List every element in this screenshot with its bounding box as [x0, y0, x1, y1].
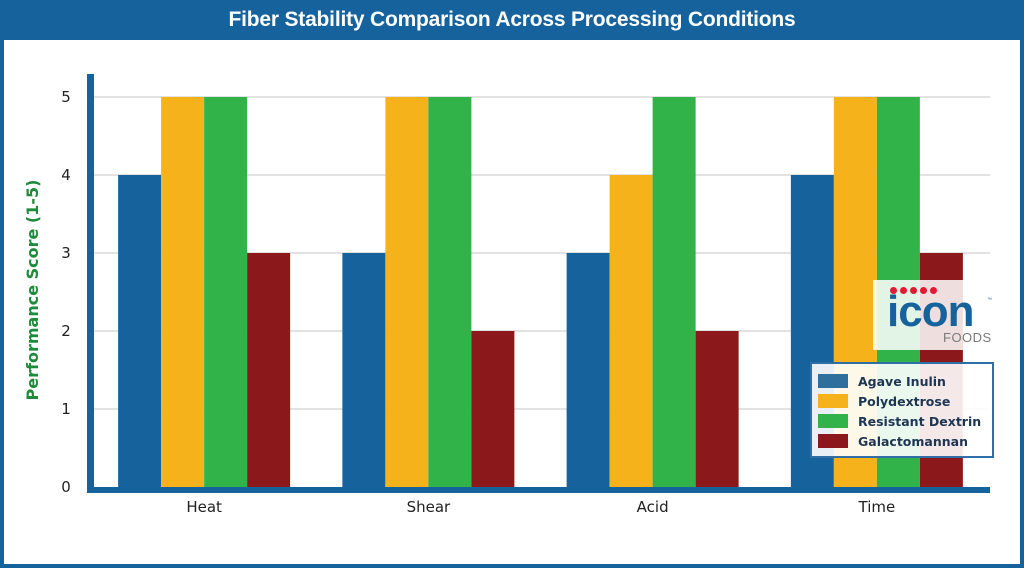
legend-item: Galactomannan: [818, 431, 986, 451]
x-tick-label: Time: [858, 498, 896, 516]
legend-item: Resistant Dextrin: [818, 411, 986, 431]
bar: [471, 331, 515, 487]
logo-wordmark: icon: [887, 287, 974, 336]
legend-label: Resistant Dextrin: [858, 413, 982, 429]
y-tick-label: 4: [61, 166, 71, 184]
legend-swatch: [818, 414, 848, 428]
y-tick-label: 5: [61, 88, 71, 106]
legend-label: Polydextrose: [858, 393, 951, 409]
bar: [342, 253, 386, 487]
x-axis-line: [87, 487, 990, 493]
bar: [428, 97, 472, 487]
legend-swatch: [818, 394, 848, 408]
legend-item: Agave Inulin: [818, 371, 986, 391]
legend-swatch: [818, 434, 848, 448]
legend-label: Galactomannan: [858, 433, 968, 449]
bar: [118, 175, 162, 487]
chart-title: Fiber Stability Comparison Across Proces…: [228, 8, 796, 31]
y-axis-line: [87, 74, 94, 493]
icon-foods-logo: icon ™ FOODS: [873, 280, 997, 350]
logo-trademark: ™: [987, 297, 992, 303]
bar: [204, 97, 248, 487]
bar: [161, 97, 205, 487]
x-tick-label: Heat: [186, 498, 222, 516]
y-tick-label: 2: [61, 322, 71, 340]
y-tick-label: 0: [61, 478, 71, 496]
bar: [652, 97, 696, 487]
y-tick-label: 1: [61, 400, 71, 418]
bar: [609, 175, 653, 487]
y-tick-label: 3: [61, 244, 71, 262]
legend-label: Agave Inulin: [858, 373, 946, 389]
title-bar: Fiber Stability Comparison Across Proces…: [0, 0, 1024, 40]
bar: [247, 253, 291, 487]
x-tick-label: Shear: [407, 498, 451, 516]
legend-swatch: [818, 374, 848, 388]
legend: Agave Inulin Polydextrose Resistant Dext…: [810, 362, 994, 458]
legend-item: Polydextrose: [818, 391, 986, 411]
tick-labels: 0 1 2 3 4 5 Heat Shear Acid Time: [61, 88, 895, 516]
x-tick-label: Acid: [637, 498, 669, 516]
axes: [87, 74, 990, 493]
logo-subtext: FOODS: [943, 330, 992, 345]
bar: [385, 97, 429, 487]
y-axis-label: Performance Score (1-5): [23, 180, 42, 401]
bar: [566, 253, 610, 487]
logo-dots-icon: [890, 287, 937, 294]
bar: [695, 331, 739, 487]
